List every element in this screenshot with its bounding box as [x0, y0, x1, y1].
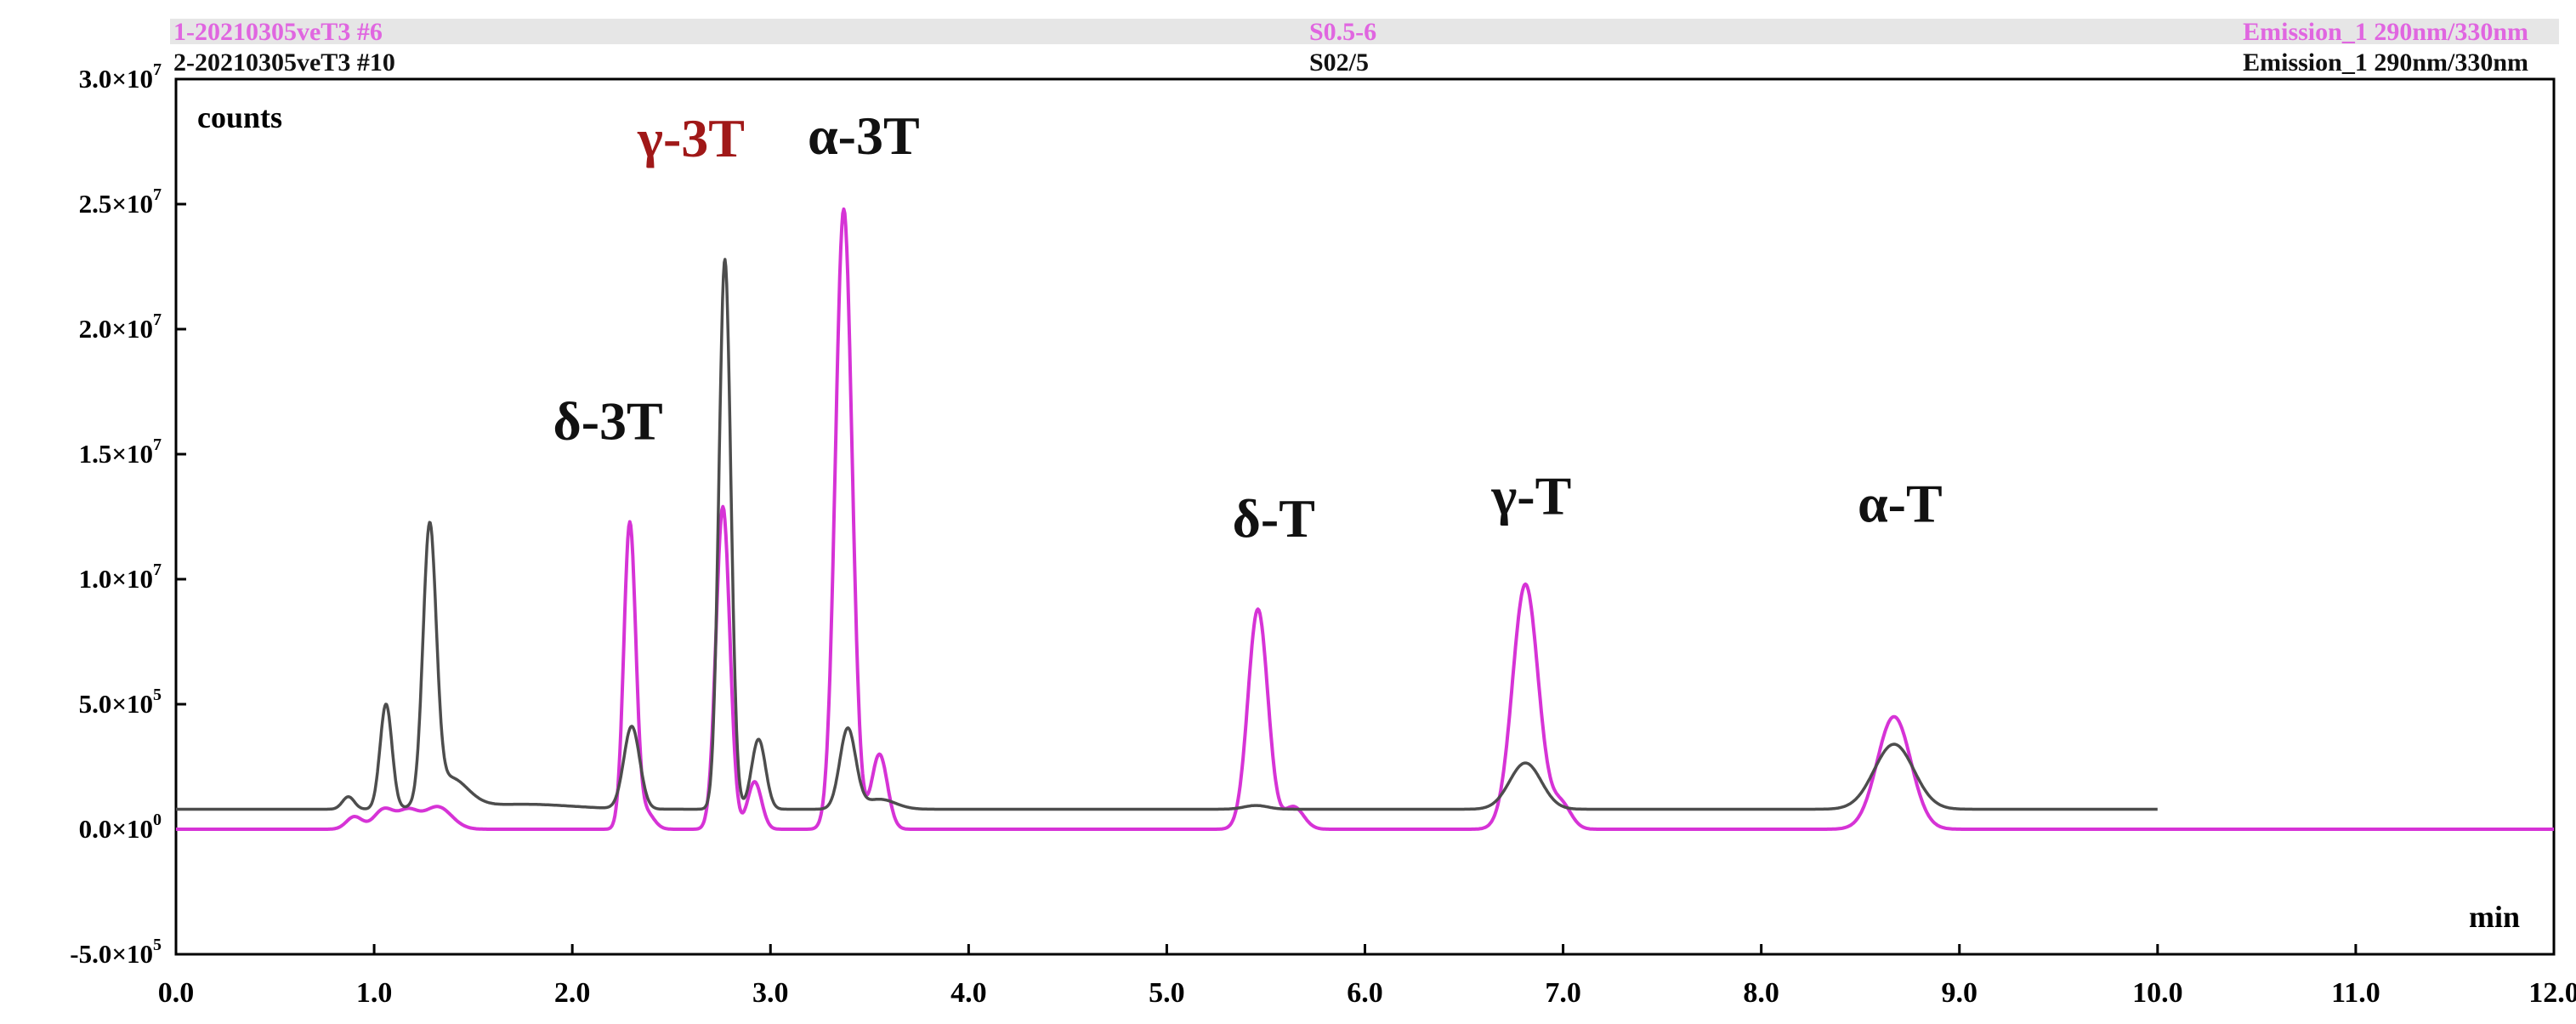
- peak-label: γ-T: [1490, 466, 1571, 526]
- peak-label: δ-3T: [553, 390, 663, 451]
- run-header: 1-20210305veT3 #6 S0.5-6 Emission_1 290n…: [170, 18, 2559, 77]
- x-tick-label: 12.0: [2528, 977, 2576, 1009]
- header-detector-1: Emission_1 290nm/330nm: [2243, 18, 2528, 46]
- header-program-1: S0.5-6: [1309, 18, 1376, 46]
- peak-labels: δ-3T γ-3T α-3T δ-T γ-T α-T: [553, 105, 1943, 549]
- x-tick-label: 4.0: [950, 977, 987, 1009]
- y-axis: -5.0×105 0.0×100 5.0×105 1.0×107 1.5×107 2.0×…: [70, 60, 186, 969]
- y-axis-label: counts: [197, 100, 282, 134]
- series-line-1: [175, 207, 2555, 831]
- x-axis-label: min: [2469, 900, 2520, 934]
- x-tick-label: 7.0: [1545, 977, 1581, 1009]
- x-axis: 0.0 1.0 2.0 3.0 4.0 5.0 6.0 7.0 8.0 9.0 10.0 11.0 12…: [158, 944, 2576, 1009]
- header-band: [170, 19, 2559, 44]
- x-tick-label: 11.0: [2331, 977, 2380, 1009]
- series-line-2: [175, 258, 2159, 811]
- y-tick-label: 2.5×107: [79, 185, 162, 219]
- y-tick-label: 1.5×107: [79, 435, 162, 469]
- header-sample-1: 1-20210305veT3 #6: [173, 18, 383, 46]
- header-program-2: S02/5: [1309, 48, 1369, 77]
- y-tick-label: 1.0×107: [79, 560, 162, 594]
- x-tick-label: 2.0: [554, 977, 591, 1009]
- x-tick-label: 0.0: [158, 977, 195, 1009]
- y-tick-label: 5.0×105: [79, 686, 162, 719]
- header-detector-2: Emission_1 290nm/330nm: [2243, 48, 2528, 77]
- x-tick-label: 3.0: [752, 977, 789, 1009]
- x-tick-label: 9.0: [1942, 977, 1978, 1009]
- header-sample-2: 2-20210305veT3 #10: [173, 48, 395, 77]
- x-tick-label: 10.0: [2132, 977, 2183, 1009]
- peak-label: α-3T: [808, 105, 920, 166]
- y-tick-label: 2.0×107: [79, 310, 162, 344]
- peak-label: δ-T: [1233, 488, 1315, 549]
- x-tick-label: 8.0: [1743, 977, 1779, 1009]
- x-tick-label: 6.0: [1347, 977, 1383, 1009]
- series-layer: [175, 207, 2555, 831]
- peak-label: α-T: [1858, 473, 1943, 533]
- y-tick-label: 0.0×100: [79, 811, 162, 844]
- x-tick-label: 5.0: [1149, 977, 1185, 1009]
- peak-label: γ-3T: [637, 108, 745, 168]
- y-tick-label: -5.0×105: [70, 936, 162, 969]
- x-tick-label: 1.0: [356, 977, 393, 1009]
- y-tick-label: 3.0×107: [79, 60, 162, 94]
